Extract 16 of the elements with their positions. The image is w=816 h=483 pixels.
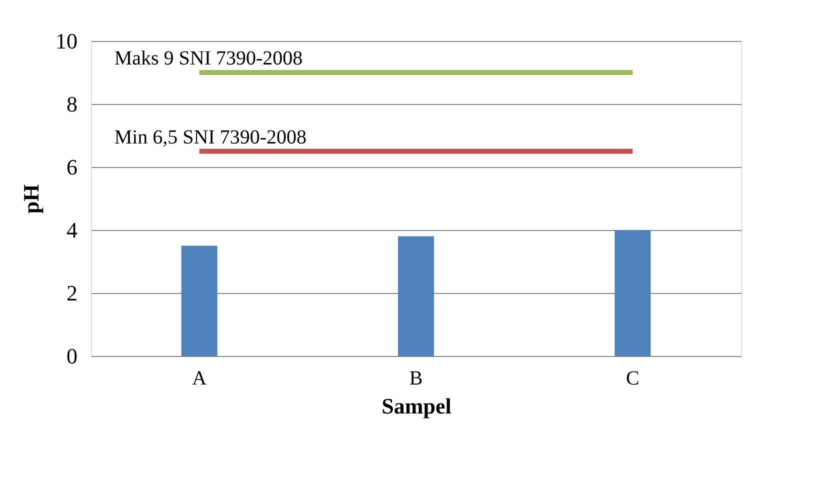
bar [398,236,434,356]
series-label: Min 6,5 SNI 7390-2008 [114,126,307,148]
y-axis-title: pH [18,184,44,214]
y-tick-label: 10 [56,28,78,54]
bar [614,230,651,356]
bar [181,246,218,356]
x-tick-label: C [626,368,640,390]
x-axis-title: Sampel [382,394,452,418]
x-tick-label: B [409,368,423,390]
y-tick-label: 2 [66,280,78,306]
x-tick-label: A [192,368,208,390]
y-tick-label: 4 [66,218,78,242]
y-tick-label: 0 [66,344,78,368]
series-label: Maks 9 SNI 7390-2008 [114,48,303,70]
y-tick-label: 6 [66,154,78,180]
y-tick-label: 8 [66,92,78,116]
